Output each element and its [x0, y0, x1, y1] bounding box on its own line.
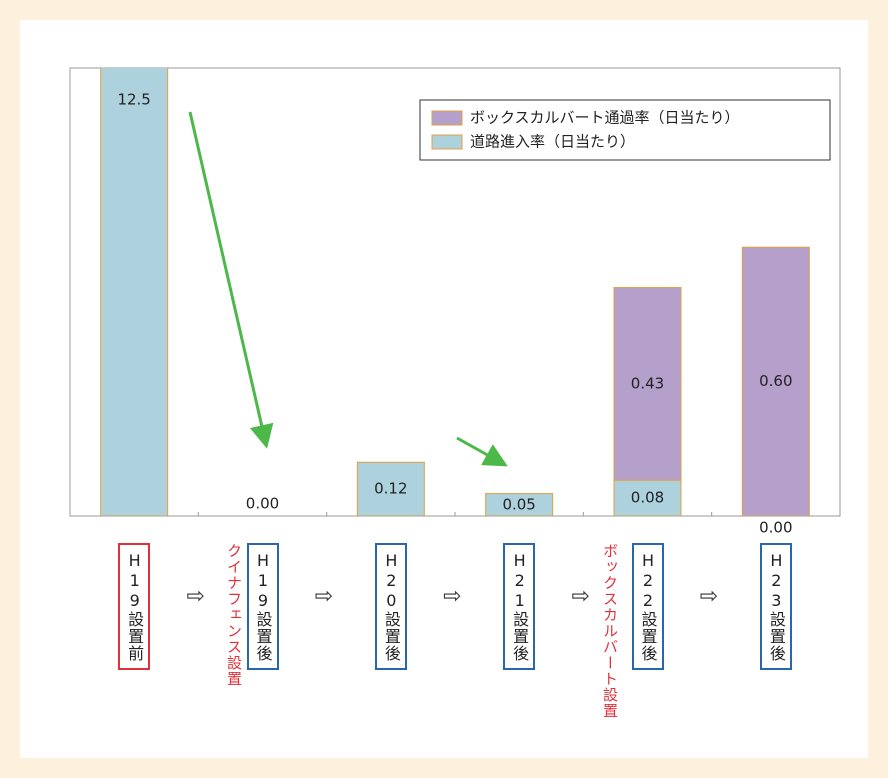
- category-label: H19設置前: [118, 543, 151, 670]
- annotation: ボックスカルバート設置: [601, 543, 619, 719]
- value-label: 0.08: [631, 489, 664, 507]
- value-label: 0.00: [246, 495, 279, 513]
- step-arrow: ⇨: [186, 584, 205, 609]
- legend-label: ボックスカルバート通過率（日当たり）: [470, 109, 740, 127]
- category-label: H22設置後: [631, 543, 664, 670]
- value-label: 12.5: [117, 91, 150, 109]
- value-label: 0.05: [502, 495, 535, 513]
- legend: [419, 99, 831, 161]
- value-label: 0.60: [759, 372, 792, 390]
- step-arrow: ⇨: [443, 584, 462, 609]
- legend-swatch: [431, 134, 463, 150]
- category-label: H20設置後: [374, 543, 407, 670]
- category-label: H19設置後: [246, 543, 279, 670]
- trend-arrow: [188, 111, 274, 449]
- value-label: 0.12: [374, 480, 407, 498]
- legend-label: 道路進入率（日当たり）: [470, 133, 635, 151]
- bar: [613, 287, 682, 481]
- annotation: クイナフェンス設置: [225, 543, 243, 687]
- step-arrow: ⇨: [699, 584, 719, 609]
- bar: [613, 479, 682, 516]
- bar: [356, 461, 425, 516]
- step-arrow: ⇨: [571, 584, 590, 609]
- value-label: 0.00: [759, 519, 792, 537]
- bar: [100, 68, 169, 516]
- bar: [741, 246, 810, 516]
- step-arrow: ⇨: [314, 584, 334, 609]
- category-label: H23設置後: [759, 543, 792, 670]
- legend-swatch: [431, 110, 463, 126]
- category-label: H21設置後: [503, 543, 536, 670]
- bar: [485, 493, 554, 516]
- trend-arrow: [456, 436, 508, 467]
- value-label: 0.43: [631, 374, 664, 392]
